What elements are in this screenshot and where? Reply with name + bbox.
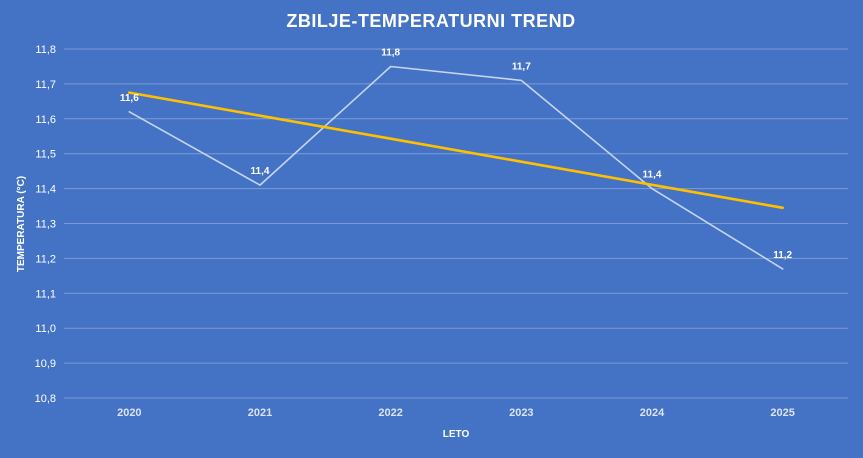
series: [128, 65, 785, 270]
y-axis-ticks: 10,8 10,9 11,0 11,1 11,2 11,3 11,4 11,5 11,6 11,7…: [35, 44, 56, 405]
y-tick-label: 11,0: [35, 323, 56, 335]
data-label: 11,4: [643, 170, 662, 181]
x-tick-label: 2020: [117, 407, 141, 419]
gridlines: [64, 48, 848, 399]
x-axis-ticks: 2020 2021 2022 2023 2024 2025: [117, 407, 795, 419]
y-tick-label: 11,4: [35, 184, 56, 196]
x-tick-label: 2022: [378, 407, 402, 419]
data-label: 11,6: [120, 93, 139, 104]
data-label: 11,7: [512, 61, 531, 72]
y-tick-label: 11,7: [35, 79, 56, 91]
y-axis-title: TEMPERATURA (°C): [16, 176, 27, 272]
trend-line: [128, 91, 785, 210]
y-tick-label: 11,1: [35, 288, 56, 300]
chart-title: ZBILJE-TEMPERATURNI TREND: [286, 11, 575, 31]
data-label: 11,2: [773, 250, 792, 261]
x-tick-label: 2024: [640, 407, 665, 419]
y-tick-label: 10,8: [35, 393, 56, 405]
y-tick-label: 10,9: [35, 358, 56, 370]
y-tick-label: 11,2: [35, 253, 56, 265]
data-label: 11,8: [381, 47, 400, 58]
data-label: 11,4: [251, 166, 270, 177]
y-tick-label: 11,8: [35, 44, 56, 56]
x-tick-label: 2021: [248, 407, 272, 419]
y-tick-label: 11,3: [35, 219, 56, 231]
y-tick-label: 11,6: [35, 114, 56, 126]
x-tick-label: 2023: [509, 407, 533, 419]
y-tick-label: 11,5: [35, 149, 56, 161]
x-tick-label: 2025: [770, 407, 794, 419]
temperature-line: [128, 65, 784, 270]
data-labels: 11,6 11,4 11,8 11,7 11,4 11,2: [120, 47, 793, 260]
x-axis-title: LETO: [443, 429, 470, 440]
